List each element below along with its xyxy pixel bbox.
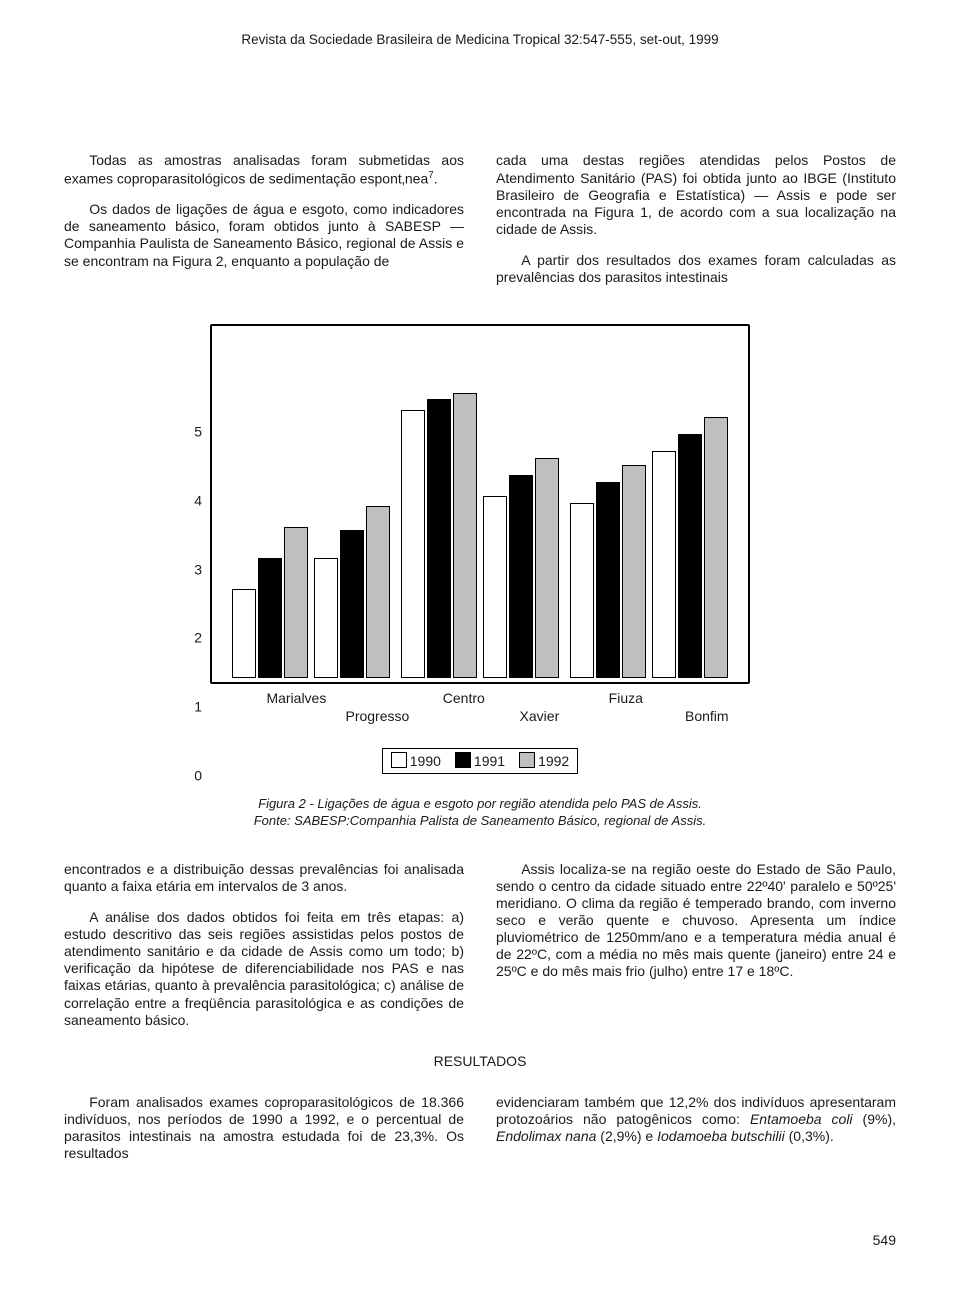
bar-group [652,417,728,678]
bar-group [570,465,646,678]
y-tick: 4 [194,492,202,509]
y-tick: 3 [194,561,202,578]
mid-right-p1: Assis localiza-se na região oeste do Est… [496,861,896,981]
y-tick: 5 [194,424,202,441]
results-columns: Foram analisados exames coproparasitológ… [64,1080,896,1176]
bar [483,496,507,678]
top-left-paragraph-2: Os dados de ligações de água e esgoto, c… [64,201,464,269]
bar [652,451,676,678]
top-right-paragraph-1: cada uma destas regiões atendidas pelos … [496,152,896,237]
y-tick: 0 [194,768,202,785]
x-label: Centro [443,690,485,707]
plot-frame [210,324,750,684]
bar-group [483,458,559,678]
mid-left-p2: A análise dos dados obtidos foi feita em… [64,909,464,1029]
x-label: Xavier [520,708,560,725]
page-number: 549 [64,1232,896,1249]
bar [258,558,282,678]
bar [232,589,256,678]
legend-item: 1990 [391,752,441,770]
figure-caption: Figura 2 - Ligações de água e esgoto por… [64,796,896,830]
y-tick: 1 [194,699,202,716]
legend-swatch [391,752,407,768]
legend-wrap: 1990 1991 1992 [210,744,750,774]
section-heading-resultados: RESULTADOS [64,1053,896,1070]
x-label: Progresso [345,708,409,725]
bar [314,558,338,678]
legend-swatch [519,752,535,768]
bar-group [314,506,390,678]
bar [453,393,477,679]
legend-item: 1992 [519,752,569,770]
legend-box: 1990 1991 1992 [382,748,578,774]
bar [678,434,702,678]
caption-line-1: Figura 2 - Ligações de água e esgoto por… [258,796,702,811]
y-tick: 2 [194,630,202,647]
running-head: Revista da Sociedade Brasileira de Medic… [64,32,896,48]
bar [596,482,620,678]
bar-group [401,393,477,679]
tl-p1-tail: . [434,170,438,186]
mid-columns: encontrados e a distribuição dessas prev… [64,847,896,1043]
bar [509,475,533,678]
x-label: Marialves [266,690,326,707]
bar-group [232,527,308,678]
bar [704,417,728,678]
top-right-paragraph-2: A partir dos resultados dos exames foram… [496,252,896,286]
top-left-paragraph-1: Todas as amostras analisadas foram subme… [64,152,464,187]
bar [427,399,451,678]
x-labels: Marialves Centro Fiuza Progresso Xavier Bonfi… [210,688,750,734]
bar [366,506,390,678]
bot-left-p1: Foram analisados exames coproparasitológ… [64,1094,464,1162]
bot-right-p1: evidenciaram também que 12,2% dos indiví… [496,1094,896,1145]
x-label: Fiuza [609,690,643,707]
bar [340,530,364,678]
bar [535,458,559,678]
tl-p1-text: Todas as amostras analisadas foram subme… [64,152,464,186]
y-ticks: 012345 [182,314,202,780]
legend-item: 1991 [455,752,505,770]
x-label: Bonfim [685,708,729,725]
figure-2: Ligações de água + esgoto milhares 01234… [210,324,750,774]
mid-left-p1: encontrados e a distribuição dessas prev… [64,861,464,895]
caption-line-2: Fonte: SABESP:Companhia Palista de Sanea… [254,813,707,828]
intro-columns: Todas as amostras analisadas foram subme… [64,138,896,300]
bar [622,465,646,678]
bar [401,410,425,678]
plot-area [224,338,736,678]
bar [570,503,594,678]
bar [284,527,308,678]
legend-swatch [455,752,471,768]
